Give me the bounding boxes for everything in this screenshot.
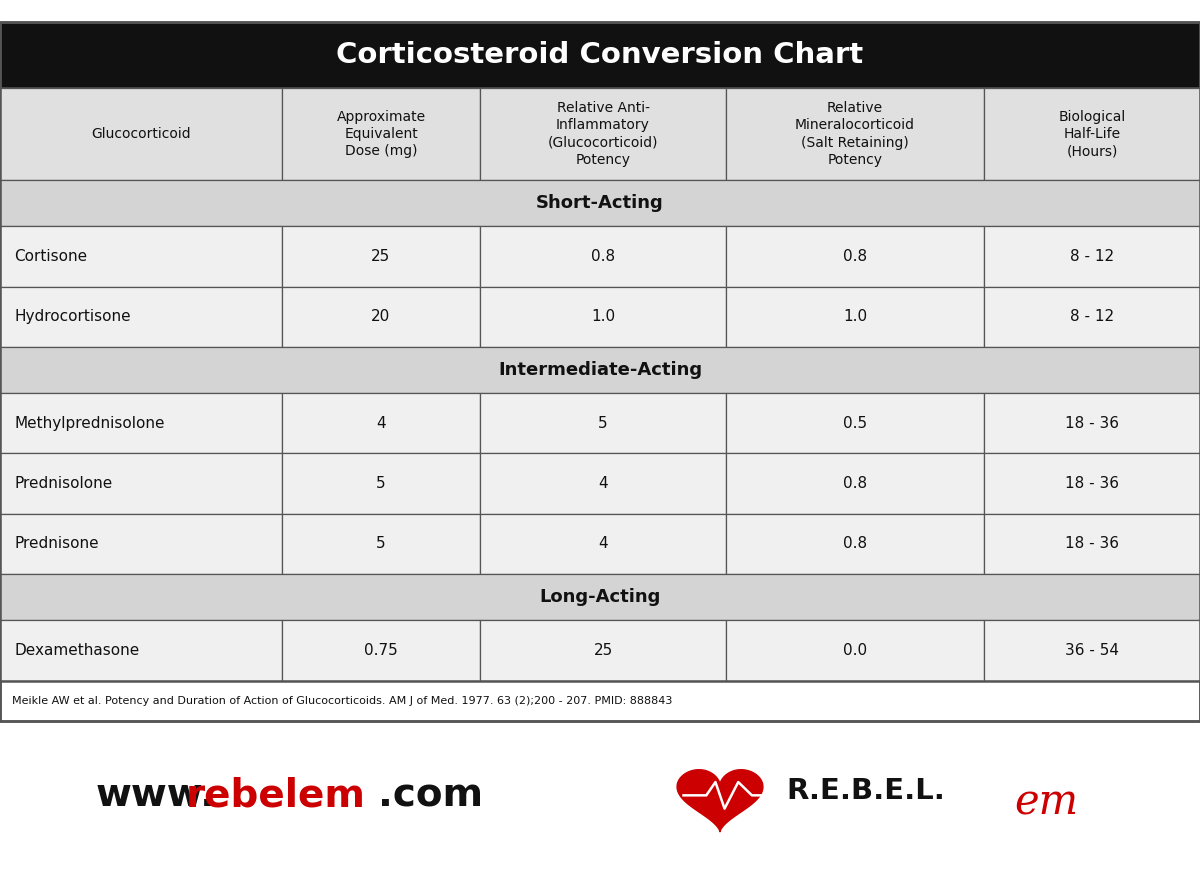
Polygon shape	[677, 770, 763, 832]
Bar	[0, 574, 1200, 621]
Bar	[282, 621, 480, 681]
Text: Dexamethasone: Dexamethasone	[14, 643, 139, 658]
Text: 0.75: 0.75	[364, 643, 398, 658]
Bar	[282, 514, 480, 574]
Bar	[0, 454, 282, 514]
Bar	[984, 88, 1200, 180]
Bar	[984, 454, 1200, 514]
Bar	[480, 454, 726, 514]
Bar	[282, 226, 480, 287]
Bar	[480, 287, 726, 347]
Text: rebelem: rebelem	[186, 776, 366, 815]
Text: 25: 25	[371, 249, 391, 264]
Bar	[984, 226, 1200, 287]
Bar	[984, 621, 1200, 681]
Bar	[984, 393, 1200, 454]
Text: 8 - 12: 8 - 12	[1070, 309, 1114, 324]
Bar	[984, 514, 1200, 574]
Bar	[282, 393, 480, 454]
Text: 36 - 54: 36 - 54	[1066, 643, 1120, 658]
Text: Glucocorticoid: Glucocorticoid	[91, 127, 191, 141]
Bar	[726, 514, 984, 574]
Text: Prednisolone: Prednisolone	[14, 476, 113, 491]
Bar	[0, 514, 282, 574]
Text: Cortisone: Cortisone	[14, 249, 88, 264]
Text: 18 - 36: 18 - 36	[1066, 416, 1120, 431]
Bar	[984, 287, 1200, 347]
Text: 1.0: 1.0	[842, 309, 868, 324]
Text: 18 - 36: 18 - 36	[1066, 537, 1120, 551]
Text: 0.0: 0.0	[842, 643, 868, 658]
Bar	[726, 88, 984, 180]
Text: 0.8: 0.8	[590, 249, 616, 264]
Bar	[726, 226, 984, 287]
Bar	[480, 88, 726, 180]
Bar	[0, 681, 1200, 721]
Text: Corticosteroid Conversion Chart: Corticosteroid Conversion Chart	[336, 41, 864, 69]
Text: 4: 4	[376, 416, 386, 431]
Text: 0.8: 0.8	[842, 249, 868, 264]
Text: Biological
Half-Life
(Hours): Biological Half-Life (Hours)	[1058, 109, 1126, 158]
Bar	[0, 88, 282, 180]
Text: Methylprednisolone: Methylprednisolone	[14, 416, 164, 431]
Bar	[726, 393, 984, 454]
Bar	[282, 287, 480, 347]
Text: .com: .com	[378, 776, 484, 815]
Bar	[726, 454, 984, 514]
Text: 5: 5	[376, 476, 386, 491]
Text: 0.8: 0.8	[842, 476, 868, 491]
Text: 0.5: 0.5	[842, 416, 868, 431]
Bar	[0, 180, 1200, 226]
Text: Hydrocortisone: Hydrocortisone	[14, 309, 131, 324]
Text: 18 - 36: 18 - 36	[1066, 476, 1120, 491]
Text: 5: 5	[598, 416, 608, 431]
Bar	[0, 621, 282, 681]
Text: 25: 25	[593, 643, 613, 658]
Text: 8 - 12: 8 - 12	[1070, 249, 1114, 264]
Text: Long-Acting: Long-Acting	[539, 588, 661, 607]
Bar	[480, 621, 726, 681]
Text: 4: 4	[598, 476, 608, 491]
Bar	[282, 88, 480, 180]
Bar	[726, 287, 984, 347]
Bar	[726, 621, 984, 681]
Text: Intermediate-Acting: Intermediate-Acting	[498, 361, 702, 379]
Bar	[0, 22, 1200, 721]
Text: 4: 4	[598, 537, 608, 551]
Text: R.E.B.E.L.: R.E.B.E.L.	[786, 777, 944, 805]
Text: 1.0: 1.0	[590, 309, 616, 324]
Text: www.: www.	[96, 776, 216, 815]
Text: 20: 20	[371, 309, 391, 324]
Bar	[0, 226, 282, 287]
Text: Short-Acting: Short-Acting	[536, 194, 664, 212]
Text: Relative Anti-
Inflammatory
(Glucocorticoid)
Potency: Relative Anti- Inflammatory (Glucocortic…	[547, 101, 659, 167]
Bar	[0, 287, 282, 347]
Text: em: em	[1014, 781, 1078, 823]
Text: Relative
Mineralocorticoid
(Salt Retaining)
Potency: Relative Mineralocorticoid (Salt Retaini…	[796, 101, 916, 167]
Bar	[480, 393, 726, 454]
Bar	[0, 393, 282, 454]
Bar	[282, 454, 480, 514]
Bar	[480, 514, 726, 574]
Text: Approximate
Equivalent
Dose (mg): Approximate Equivalent Dose (mg)	[336, 109, 426, 158]
Text: Meikle AW et al. Potency and Duration of Action of Glucocorticoids. AM J of Med.: Meikle AW et al. Potency and Duration of…	[12, 696, 672, 706]
Bar	[480, 226, 726, 287]
Text: 5: 5	[376, 537, 386, 551]
Bar	[0, 347, 1200, 393]
Text: 0.8: 0.8	[842, 537, 868, 551]
Text: Prednisone: Prednisone	[14, 537, 100, 551]
Bar	[0, 22, 1200, 88]
